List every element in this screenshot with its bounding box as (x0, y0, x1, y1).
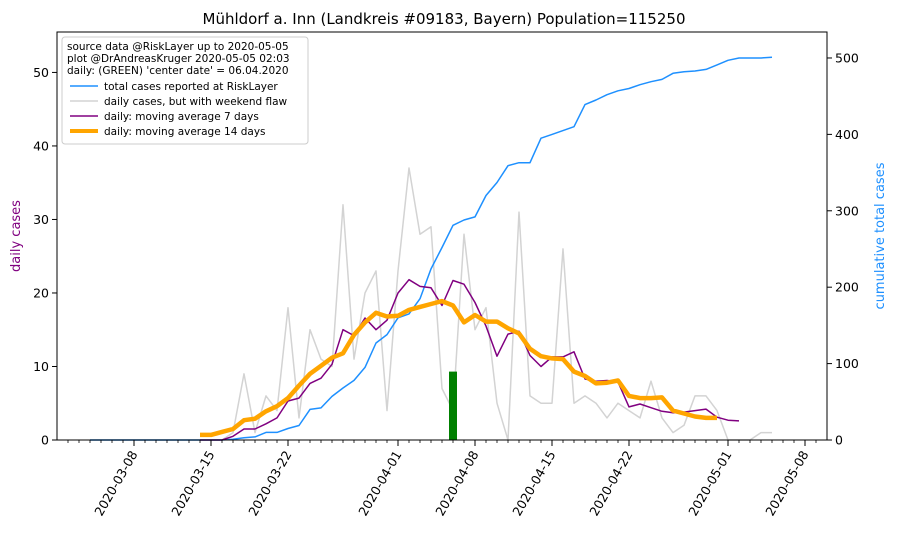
y-right-tick-label: 200 (835, 280, 859, 295)
x-tick-label: 2020-05-08 (762, 448, 811, 518)
y-axis-right: 0 100 200 300 400 500 (827, 50, 859, 448)
x-tick-label: 2020-03-22 (245, 448, 294, 518)
x-tick-label: 2020-04-01 (355, 448, 404, 518)
x-tick-label: 2020-03-15 (168, 448, 217, 518)
legend-label-ma7: daily: moving average 7 days (104, 111, 259, 123)
series-ma14-line (200, 298, 717, 438)
y-left-tick-label: 30 (33, 212, 49, 227)
x-tick-label: 2020-04-08 (432, 448, 481, 518)
x-tick-label: 2020-04-22 (586, 448, 635, 518)
x-tick-label: 2020-05-01 (685, 448, 734, 518)
chart-title: Mühldorf a. Inn (Landkreis #09183, Bayer… (203, 10, 686, 28)
legend-info-line: source data @RiskLayer up to 2020-05-05 (67, 41, 289, 53)
y-axis-left: 0 10 20 30 40 50 (33, 65, 57, 448)
legend: source data @RiskLayer up to 2020-05-05 … (61, 36, 309, 145)
legend-info-line: plot @DrAndreasKruger 2020-05-05 02:03 (67, 53, 290, 65)
legend-label-raw: daily cases, but with weekend flaw (104, 96, 288, 108)
y-left-tick-label: 40 (33, 138, 49, 153)
y-right-tick-label: 500 (835, 50, 859, 65)
y-right-tick-label: 300 (835, 203, 859, 218)
legend-label-ma14: daily: moving average 14 days (104, 126, 266, 138)
y-left-tick-label: 20 (33, 285, 49, 300)
y-left-tick-label: 10 (33, 359, 49, 374)
y-right-tick-label: 400 (835, 127, 859, 142)
legend-info-line: daily: (GREEN) 'center date' = 06.04.202… (67, 65, 289, 77)
y-right-tick-label: 0 (835, 433, 843, 448)
legend-box (61, 36, 309, 145)
x-axis: 2020-03-08 2020-03-15 2020-03-22 2020-04-01… (67, 440, 817, 518)
center-date-marker (449, 371, 457, 440)
y-left-tick-label: 0 (41, 433, 49, 448)
y-axis-left-label: daily cases (9, 200, 24, 272)
x-tick-label: 2020-04-15 (509, 448, 558, 518)
y-right-tick-label: 100 (835, 356, 859, 371)
legend-label-total: total cases reported at RiskLayer (104, 81, 278, 93)
y-axis-right-label: cumulative total cases (873, 162, 888, 309)
x-tick-label: 2020-03-08 (91, 448, 140, 518)
series-ma7-line (200, 278, 740, 441)
y-left-tick-label: 50 (33, 65, 49, 80)
